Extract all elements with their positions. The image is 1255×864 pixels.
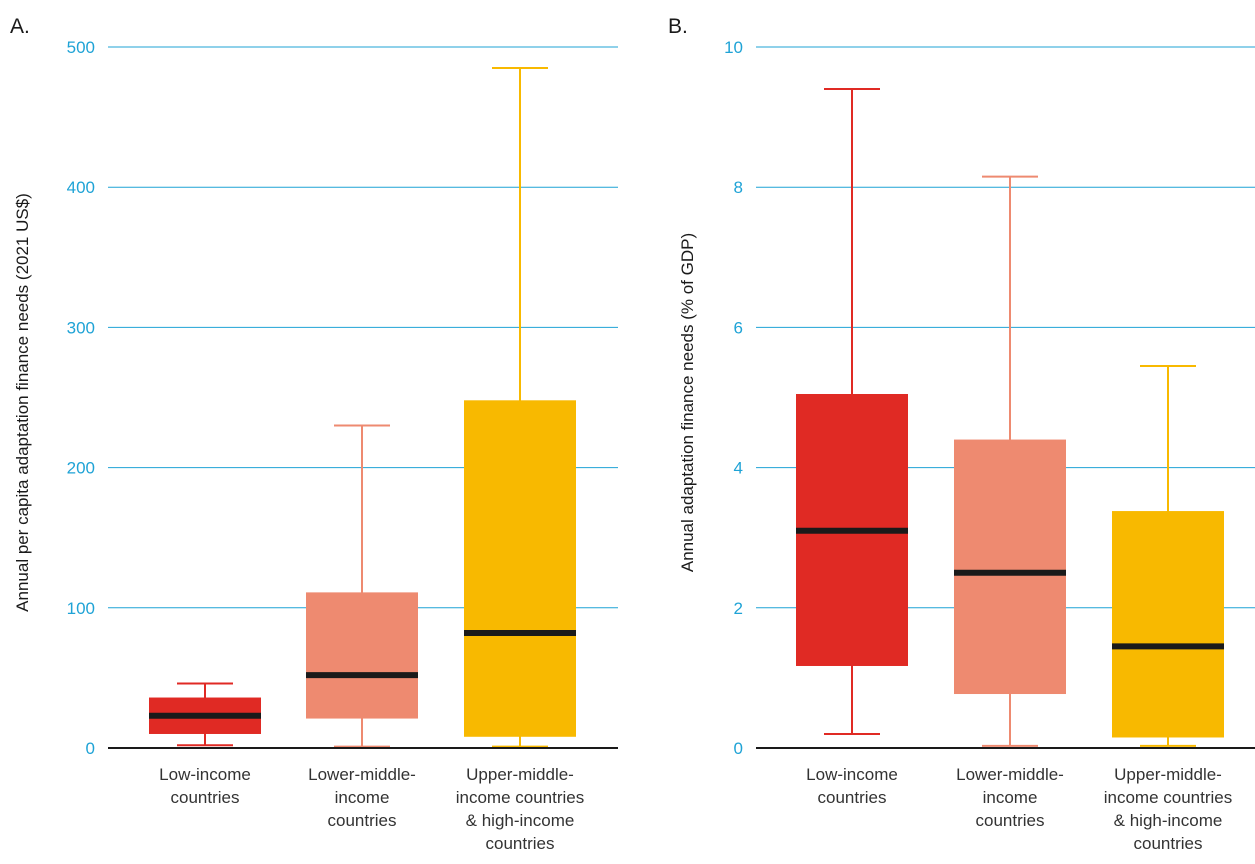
y-axis-label: Annual per capita adaptation finance nee… (13, 193, 32, 612)
y-tick-label: 6 (734, 318, 743, 337)
x-tick-label-line: Upper-middle- (1114, 765, 1222, 784)
box-3 (464, 67, 576, 748)
x-tick-label: Lower-middle-income countries (308, 765, 416, 830)
x-tick-label: Upper-middle-income countries & high-inco… (1104, 765, 1233, 853)
y-tick-label: 4 (734, 459, 743, 478)
x-tick-label-line: countries (1134, 834, 1203, 853)
y-tick-label: 0 (734, 739, 743, 758)
x-tick-label-line: & high-income (1114, 811, 1223, 830)
iqr-box (954, 439, 1066, 695)
x-tick-label-line: income (335, 788, 390, 807)
x-tick-label-line: income (983, 788, 1038, 807)
y-tick-label: 2 (734, 599, 743, 618)
y-tick-label: 200 (67, 459, 95, 478)
x-tick-label-line: countries (976, 811, 1045, 830)
y-tick-label: 100 (67, 599, 95, 618)
x-tick-label-line: Low-income (159, 765, 251, 784)
box-2 (954, 175, 1066, 747)
x-tick-label-line: Lower-middle- (308, 765, 416, 784)
iqr-box (306, 592, 418, 719)
y-tick-label: 0 (86, 739, 95, 758)
x-tick-label: Upper-middle-income countries & high-inco… (456, 765, 585, 853)
y-tick-label: 10 (724, 38, 743, 57)
x-tick-label-line: countries (328, 811, 397, 830)
x-tick-label-line: Low-income (806, 765, 898, 784)
iqr-box (464, 400, 576, 737)
panel-label: B. (668, 15, 688, 38)
y-axis-label: Annual adaptation finance needs (% of GD… (678, 233, 697, 572)
y-tick-label: 500 (67, 38, 95, 57)
x-tick-label-line: Upper-middle- (466, 765, 574, 784)
box-1 (796, 88, 908, 735)
x-tick-label-line: & high-income (466, 811, 575, 830)
y-tick-label: 400 (67, 178, 95, 197)
x-tick-label-line: countries (486, 834, 555, 853)
x-tick-label-line: countries (818, 788, 887, 807)
box-3 (1112, 364, 1224, 747)
chart-panel-b: B. 0 2 4 6 8 10 Annual adaptation finance needs… (668, 15, 1255, 853)
x-tick-label-line: income countries (1104, 788, 1233, 807)
x-tick-label-line: Lower-middle- (956, 765, 1064, 784)
y-tick-label: 300 (67, 318, 95, 337)
panel-label: A. (10, 15, 30, 38)
iqr-box (1112, 511, 1224, 738)
box-1 (149, 682, 261, 747)
x-tick-label: Lower-middle-income countries (956, 765, 1064, 830)
x-tick-label: Low-income countries (806, 765, 898, 807)
chart-panel-a: A. 0 100 200 300 400 500 Annual per capita adap… (10, 15, 618, 853)
x-tick-label: Low-income countries (159, 765, 251, 807)
x-tick-label-line: countries (171, 788, 240, 807)
y-tick-label: 8 (734, 178, 743, 197)
x-tick-label-line: income countries (456, 788, 585, 807)
box-2 (306, 424, 418, 748)
